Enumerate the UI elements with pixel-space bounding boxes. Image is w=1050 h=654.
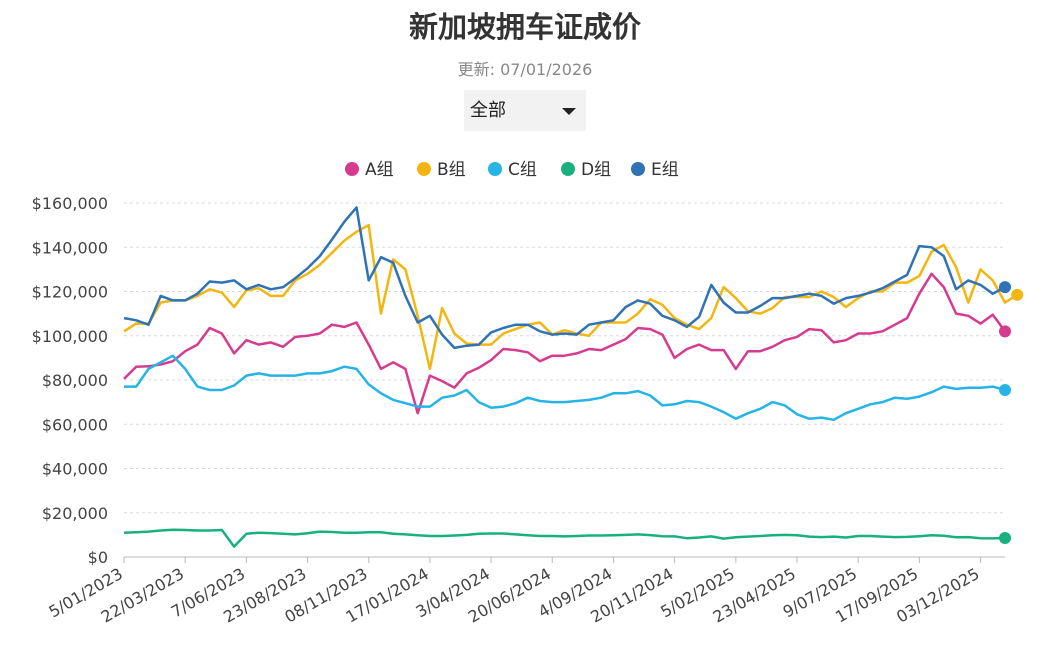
series-line-2 [123, 223, 1018, 371]
series-line-3 [124, 354, 1006, 422]
legend-label-2[interactable]: B组 [437, 160, 466, 180]
y-tick-label: $100,000 [32, 327, 108, 346]
series-line-1 [123, 272, 1007, 415]
series-end-marker-3 [999, 383, 1011, 396]
series-end-marker-1 [999, 325, 1011, 338]
legend-label-1[interactable]: A组 [365, 160, 394, 180]
series-end-marker-4 [999, 531, 1011, 544]
category-filter-dropdown[interactable]: 全部 [464, 90, 586, 131]
y-tick-label: $120,000 [32, 283, 108, 302]
y-tick-label: $160,000 [32, 194, 108, 213]
legend-marker-3[interactable] [488, 162, 502, 176]
y-tick-label: $60,000 [42, 415, 108, 434]
y-tick-label: $0 [88, 548, 108, 567]
y-tick-label: $140,000 [32, 238, 108, 257]
series-line-5 [123, 206, 1006, 350]
legend-marker-1[interactable] [345, 162, 359, 176]
legend-marker-4[interactable] [561, 162, 575, 176]
y-tick-label: $40,000 [42, 460, 108, 479]
y-tick-label: $80,000 [42, 371, 108, 390]
legend-label-4[interactable]: D组 [581, 160, 611, 180]
series-end-marker-5 [999, 281, 1011, 294]
update-date: 更新: 07/01/2026 [457, 60, 593, 79]
legend-label-3[interactable]: C组 [508, 160, 537, 180]
legend-label-5[interactable]: E组 [651, 160, 679, 180]
y-tick-label: $20,000 [42, 504, 108, 523]
chevron-down-icon[interactable] [562, 108, 576, 115]
legend-marker-2[interactable] [417, 162, 431, 176]
series-line-4 [123, 528, 1006, 548]
legend-marker-5[interactable] [631, 162, 645, 176]
category-filter-value: 全部 [470, 100, 506, 121]
series-end-marker-2 [1011, 288, 1024, 301]
chart-title: 新加坡拥车证成价 [408, 10, 641, 44]
